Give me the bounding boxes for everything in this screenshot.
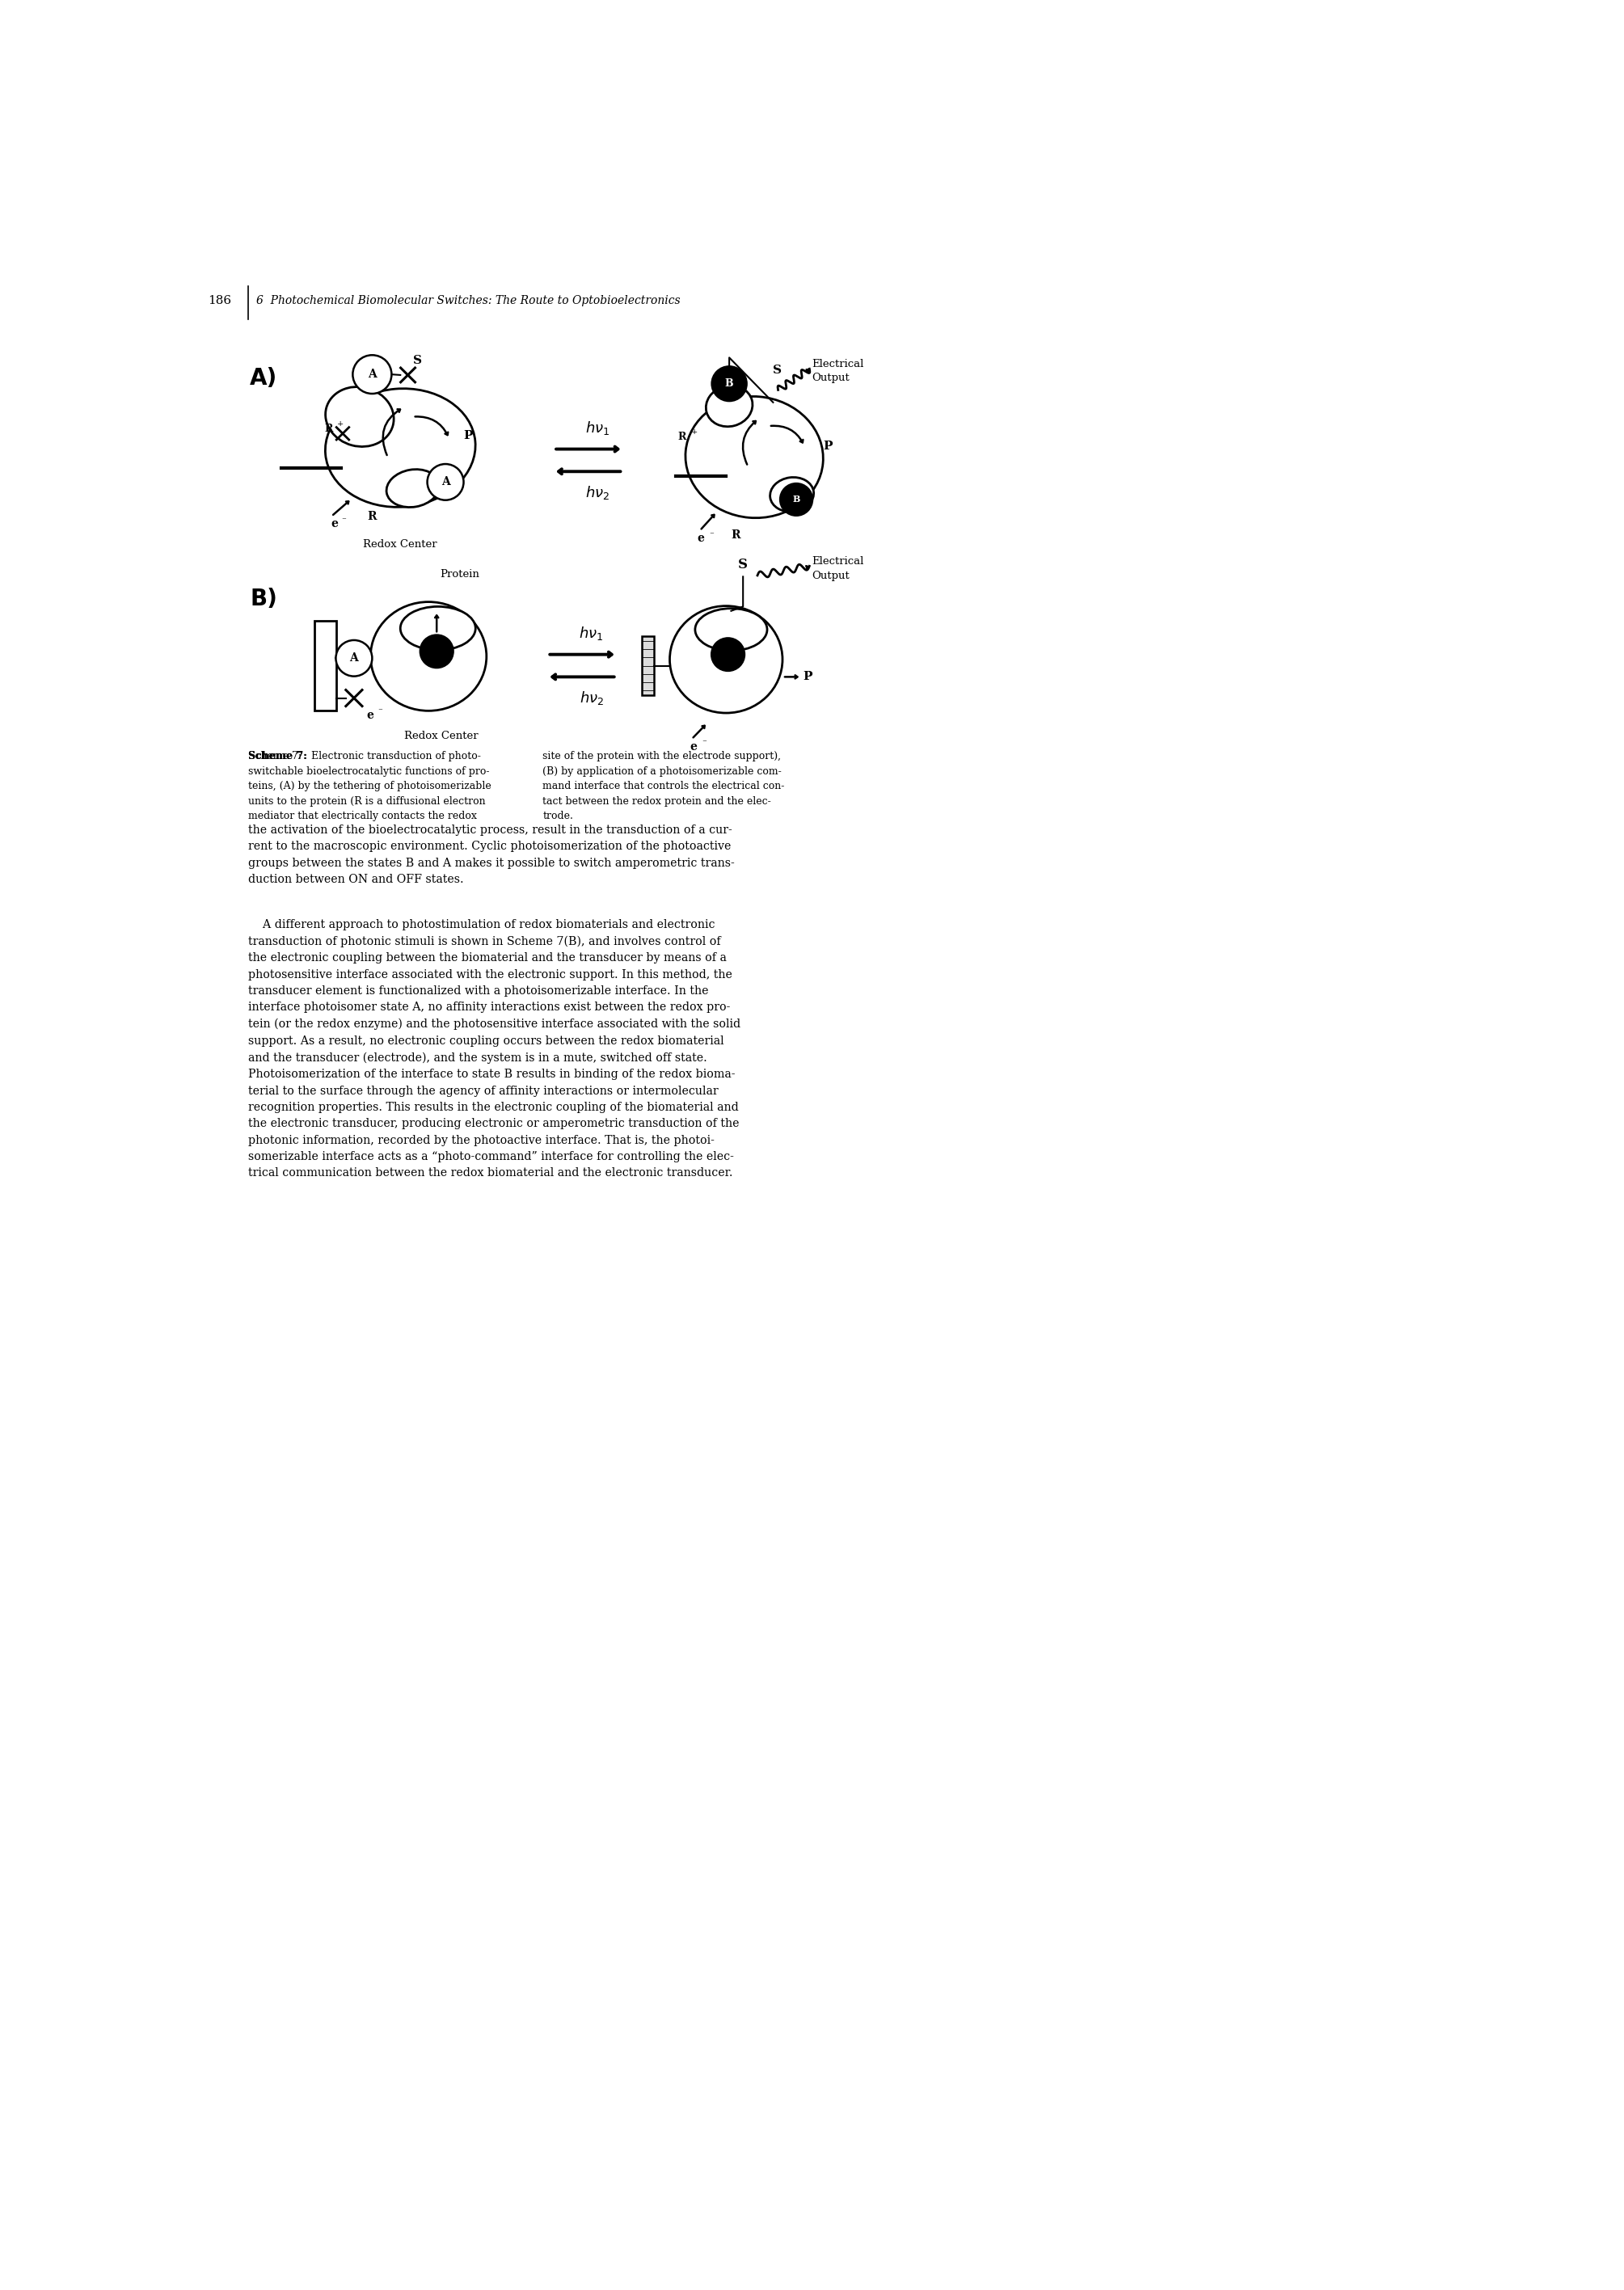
Text: $h\nu_1$: $h\nu_1$ xyxy=(580,625,604,641)
Text: Output: Output xyxy=(812,570,849,582)
Text: R: R xyxy=(679,433,687,442)
Ellipse shape xyxy=(370,602,487,710)
Text: $h\nu_2$: $h\nu_2$ xyxy=(580,689,604,708)
Text: Electrical: Electrical xyxy=(812,556,864,568)
Text: Redox Center: Redox Center xyxy=(364,538,437,550)
Bar xyxy=(313,621,336,710)
Text: R: R xyxy=(731,529,741,540)
Circle shape xyxy=(419,634,453,669)
Text: P: P xyxy=(463,431,473,442)
Ellipse shape xyxy=(387,469,440,508)
Text: $h\nu_2$: $h\nu_2$ xyxy=(586,483,611,502)
Text: B): B) xyxy=(250,589,278,611)
Text: S: S xyxy=(773,364,781,376)
Text: A: A xyxy=(367,369,377,380)
Ellipse shape xyxy=(685,396,823,518)
Circle shape xyxy=(711,637,745,671)
Circle shape xyxy=(352,355,391,394)
Text: ⁻: ⁻ xyxy=(378,708,383,717)
Text: Scheme 7:: Scheme 7: xyxy=(248,751,307,763)
Text: P: P xyxy=(802,671,812,682)
Ellipse shape xyxy=(770,476,814,511)
Text: +: + xyxy=(336,421,344,428)
Ellipse shape xyxy=(325,387,393,447)
Circle shape xyxy=(427,465,463,499)
Text: B: B xyxy=(793,495,801,504)
Text: 186: 186 xyxy=(208,295,231,307)
Ellipse shape xyxy=(695,609,767,650)
Text: e: e xyxy=(331,518,338,529)
Circle shape xyxy=(711,366,747,401)
Text: Redox Center: Redox Center xyxy=(404,731,477,742)
Text: A: A xyxy=(442,476,450,488)
Text: Scheme 7:   Electronic transduction of photo-
switchable bioelectrocatalytic fun: Scheme 7: Electronic transduction of pho… xyxy=(248,751,490,822)
Text: the activation of the bioelectrocatalytic process, result in the transduction of: the activation of the bioelectrocatalyti… xyxy=(248,824,734,886)
Ellipse shape xyxy=(401,607,476,650)
Text: site of the protein with the electrode support),
(B) by application of a photois: site of the protein with the electrode s… xyxy=(542,751,784,822)
Ellipse shape xyxy=(706,385,752,426)
Text: B: B xyxy=(724,378,734,389)
Text: e: e xyxy=(697,531,705,543)
Text: Electrical: Electrical xyxy=(812,360,864,369)
Text: ⁻: ⁻ xyxy=(702,740,706,747)
Text: e: e xyxy=(690,742,697,751)
Text: A different approach to photostimulation of redox biomaterials and electronic
tr: A different approach to photostimulation… xyxy=(248,918,741,1179)
Text: P: P xyxy=(823,440,831,451)
Text: $h\nu_1$: $h\nu_1$ xyxy=(585,419,611,437)
Text: R: R xyxy=(325,424,333,435)
Text: +: + xyxy=(692,428,698,435)
Text: e: e xyxy=(367,710,374,721)
Bar xyxy=(641,637,654,696)
Circle shape xyxy=(780,483,812,515)
Circle shape xyxy=(336,641,372,676)
Text: R: R xyxy=(367,511,377,522)
Text: Scheme 7:   Electronic transduction of photo-
switchable bioelectrocatalytic fun: Scheme 7: Electronic transduction of pho… xyxy=(248,751,490,822)
Text: S: S xyxy=(414,355,422,366)
Ellipse shape xyxy=(669,607,783,712)
Text: ⁻: ⁻ xyxy=(341,518,346,524)
Text: A): A) xyxy=(250,366,278,389)
Text: Output: Output xyxy=(812,373,849,382)
Ellipse shape xyxy=(325,389,476,506)
Text: Protein: Protein xyxy=(440,568,479,579)
Text: A: A xyxy=(349,653,359,664)
Text: ⁻: ⁻ xyxy=(710,531,715,538)
Text: S: S xyxy=(739,556,749,570)
Text: 6  Photochemical Biomolecular Switches: The Route to Optobioelectronics: 6 Photochemical Biomolecular Switches: T… xyxy=(257,295,680,307)
Text: Scheme 7:: Scheme 7: xyxy=(248,751,307,763)
